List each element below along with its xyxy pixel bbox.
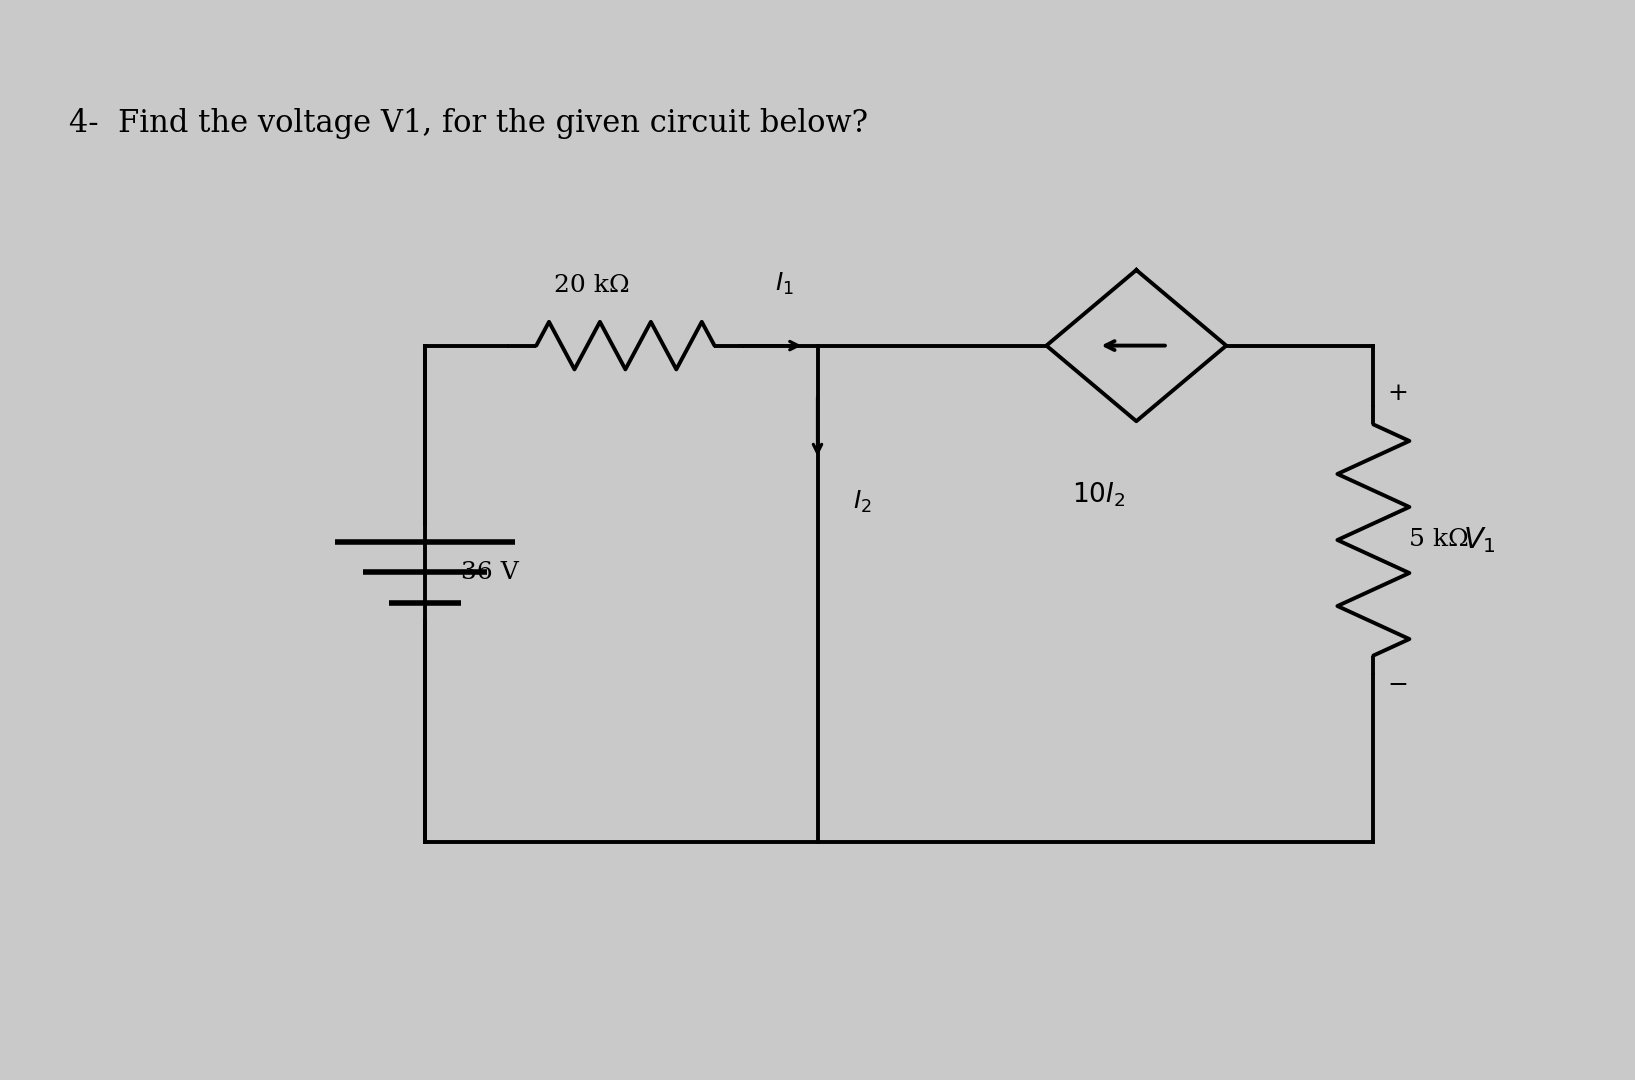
Text: 5 kΩ: 5 kΩ — [1409, 528, 1470, 552]
Text: $10I_2$: $10I_2$ — [1073, 481, 1125, 509]
Text: $I_1$: $I_1$ — [775, 271, 795, 297]
Text: 4-  Find the voltage V1, for the given circuit below?: 4- Find the voltage V1, for the given ci… — [69, 108, 868, 139]
Text: −: − — [1388, 674, 1408, 698]
Text: $I_2$: $I_2$ — [853, 489, 871, 515]
Text: $V_1$: $V_1$ — [1463, 525, 1496, 555]
Text: +: + — [1388, 381, 1408, 405]
Text: 20 kΩ: 20 kΩ — [554, 274, 629, 297]
Text: 36 V: 36 V — [461, 561, 518, 584]
